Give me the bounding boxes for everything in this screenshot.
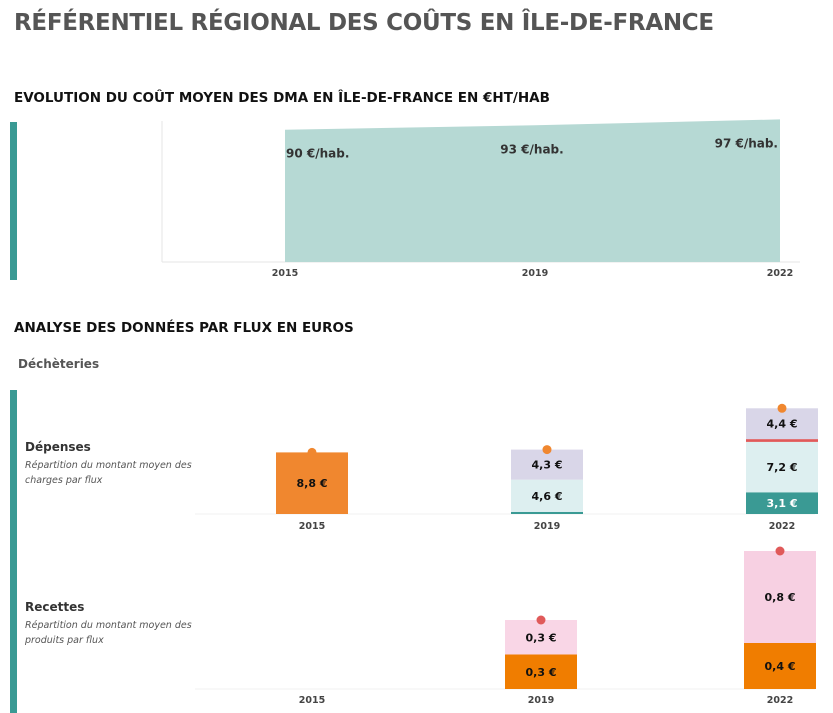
recettes-marker-2019 — [536, 615, 546, 625]
depenses-bar-2022-seg3 — [746, 408, 818, 440]
depenses-bar-2015-seg0 — [276, 452, 348, 514]
data-label-2019: 93 €/hab. — [500, 142, 563, 156]
evolution-accent-bar — [10, 122, 17, 280]
recettes-label-2022-seg0: 0,4 € — [765, 660, 796, 673]
recettes-chart: 2015 0,3 € 0,3 € 2019 0,4 € 0,8 € 2022 — [195, 546, 816, 706]
recettes-bar-2022-seg0 — [744, 643, 816, 689]
depenses-marker-2019 — [542, 445, 552, 455]
recettes-marker-2022 — [775, 546, 785, 556]
depenses-label-2022-seg1: 7,2 € — [767, 461, 798, 474]
depenses-marker-2015 — [307, 447, 317, 457]
analyse-section-title: ANALYSE DES DONNÉES PAR FLUX EN EUROS — [14, 320, 354, 336]
depenses-bar-2019-seg1 — [511, 479, 583, 512]
recettes-description: Répartition du montant moyen des produit… — [25, 620, 192, 646]
evolution-section-title: EVOLUTION DU COÛT MOYEN DES DMA EN ÎLE-D… — [14, 90, 550, 106]
depenses-description: Répartition du montant moyen des charges… — [25, 460, 192, 486]
depenses-bar-2022-seg0 — [746, 492, 818, 514]
recettes-x-tick-2022: 2022 — [767, 695, 793, 706]
depenses-label-2015-seg0: 8,8 € — [297, 477, 328, 490]
depenses-bar-2022-seg2 — [746, 439, 818, 442]
depenses-x-tick-2015: 2015 — [299, 521, 325, 532]
area-series — [285, 119, 780, 263]
subsection-dechetteries: Déchèteries — [18, 357, 100, 371]
recettes-label-2022-seg1: 0,8 € — [765, 591, 796, 604]
recettes-bar-2019-seg1 — [505, 620, 577, 655]
page-title: RÉFÉRENTIEL RÉGIONAL DES COÛTS EN ÎLE-DE… — [14, 10, 714, 36]
depenses-label-2022-seg0: 3,1 € — [767, 497, 798, 510]
recettes-x-tick-2019: 2019 — [528, 695, 554, 706]
x-tick-2022: 2022 — [767, 268, 793, 279]
depenses-title: Dépenses — [25, 440, 91, 454]
area-chart: 90 €/hab. 2015 93 €/hab. 2019 97 €/hab. 2022 — [161, 119, 800, 279]
recettes-label-2019-seg0: 0,3 € — [526, 666, 557, 679]
depenses-label-2019-seg2: 4,3 € — [532, 459, 563, 472]
depenses-bar-2022-seg1 — [746, 441, 818, 493]
depenses-bar-2019-seg0 — [511, 511, 583, 514]
analyse-accent-bar — [10, 390, 17, 713]
depenses-chart: 8,8 € 2015 4,6 € 4,3 € 2019 3,1 € 7,2 € 4,4 € 20… — [195, 403, 818, 532]
depenses-marker-2022 — [777, 403, 787, 413]
data-label-2015: 90 €/hab. — [286, 147, 349, 161]
x-tick-2019: 2019 — [522, 268, 548, 279]
depenses-bar-2019-seg2 — [511, 449, 583, 480]
recettes-bar-2022-seg1 — [744, 551, 816, 643]
x-tick-2015: 2015 — [272, 268, 298, 279]
depenses-label-2022-seg3: 4,4 € — [767, 418, 798, 431]
recettes-label-2019-seg1: 0,3 € — [526, 631, 557, 644]
recettes-x-tick-2015: 2015 — [299, 695, 325, 706]
recettes-bar-2019-seg0 — [505, 654, 577, 689]
depenses-x-tick-2022: 2022 — [769, 521, 795, 532]
data-label-2022: 97 €/hab. — [715, 136, 778, 150]
recettes-title: Recettes — [25, 600, 85, 614]
depenses-label-2019-seg1: 4,6 € — [532, 490, 563, 503]
depenses-x-tick-2019: 2019 — [534, 521, 560, 532]
